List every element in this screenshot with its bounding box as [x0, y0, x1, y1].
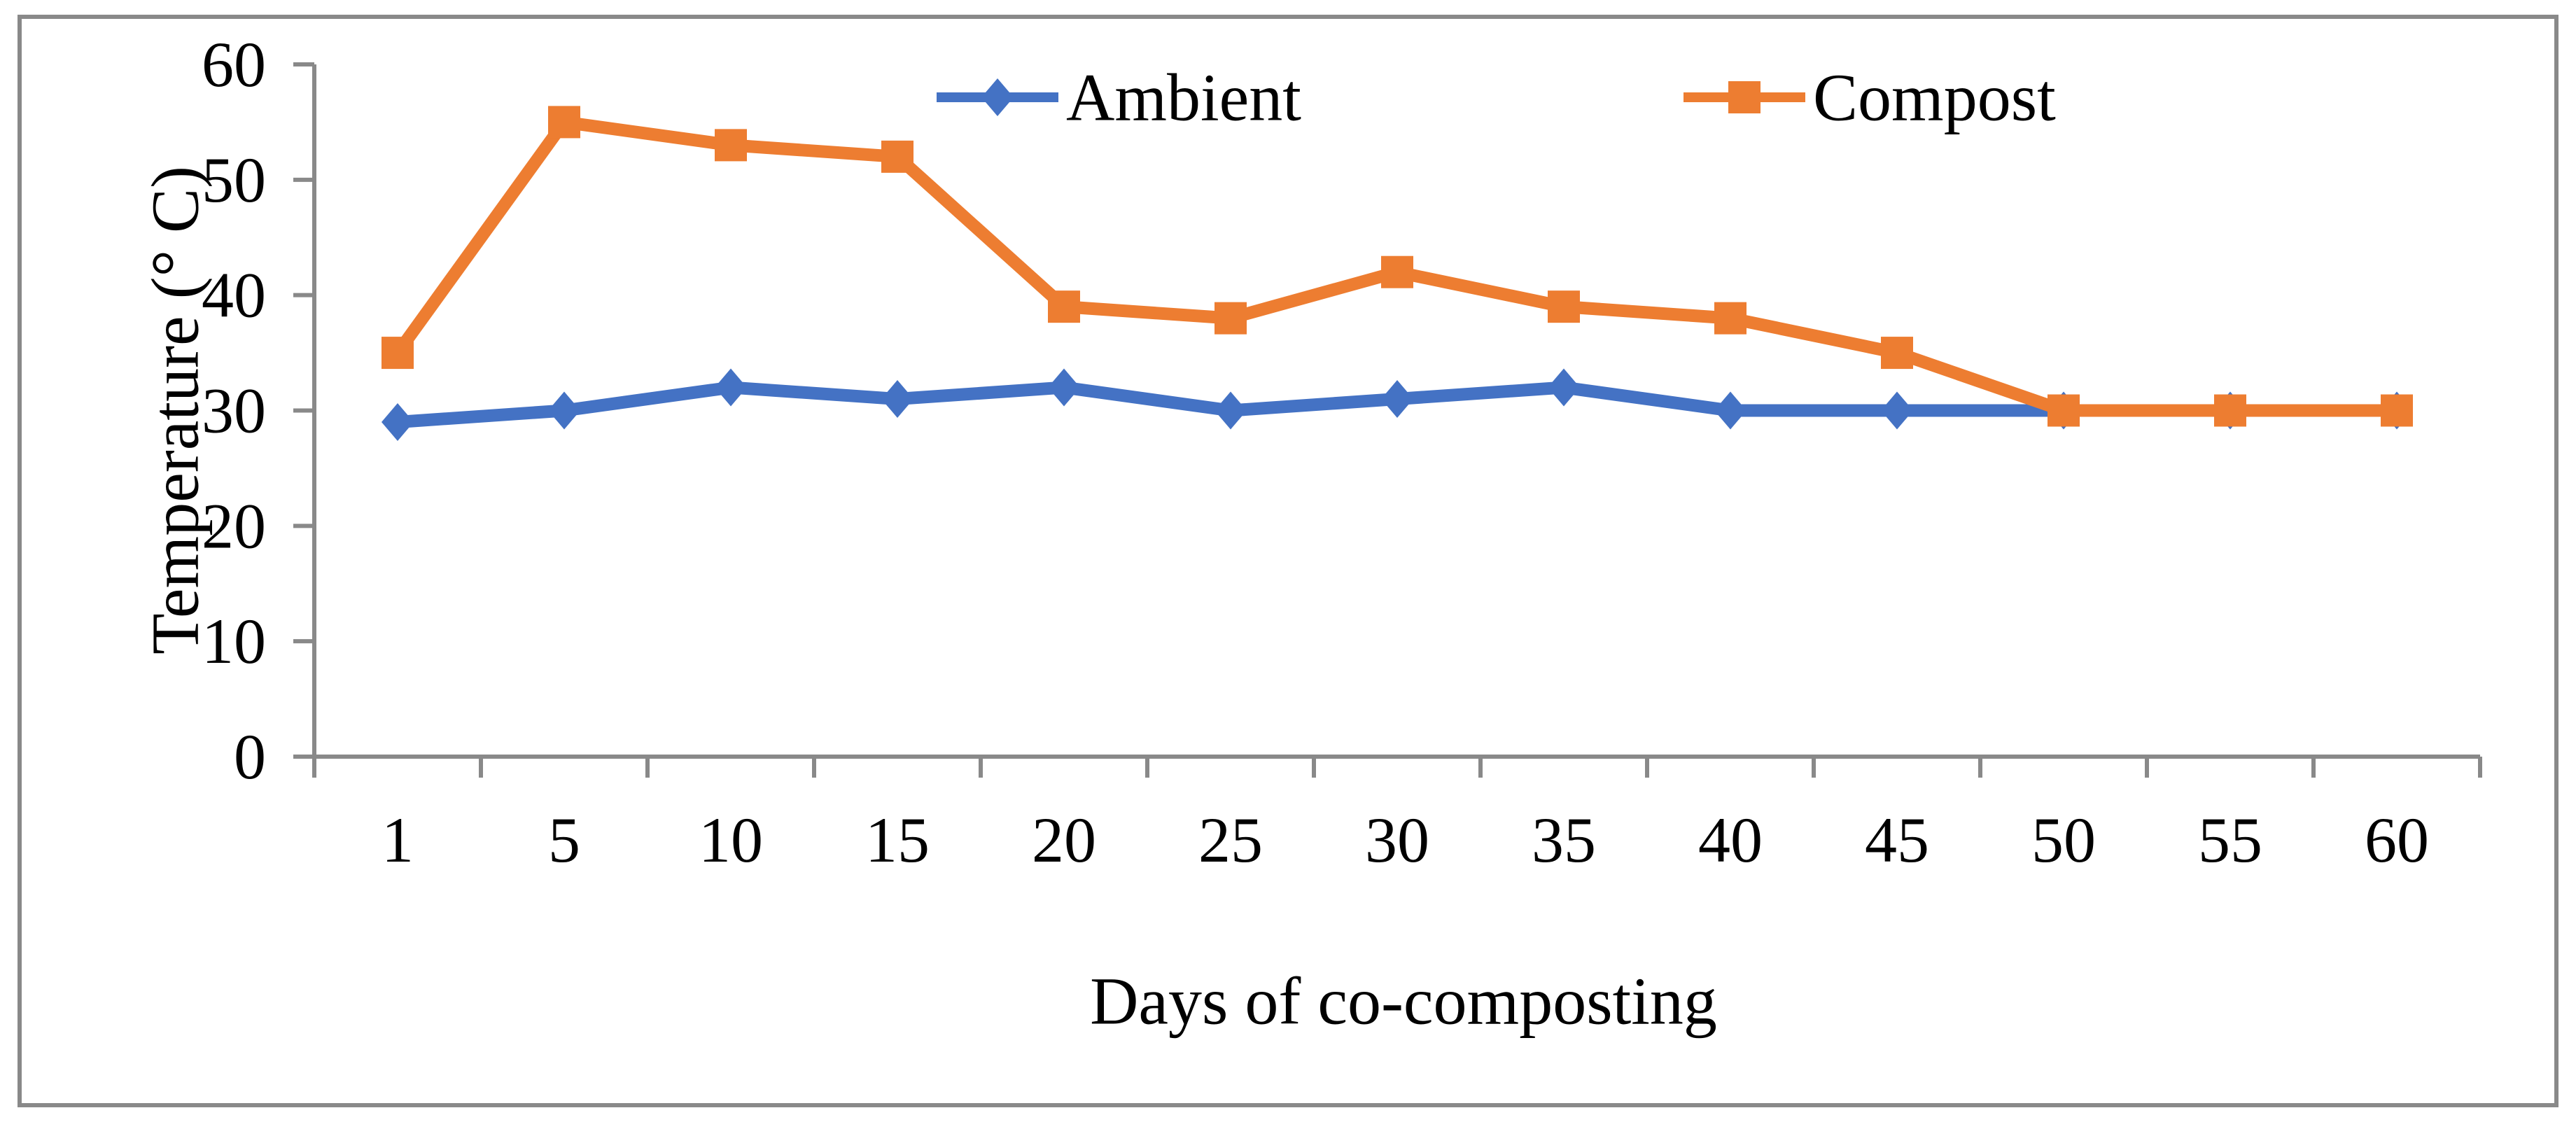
marker-diamond-ambient-day15: [881, 380, 913, 419]
x-tick-label: 25: [1198, 804, 1263, 876]
legend-item-compost: Compost: [1684, 60, 2056, 135]
y-axis-title: Temperature (° C): [138, 166, 213, 654]
x-tick-label: 1: [382, 804, 414, 876]
marker-diamond-ambient-day5: [548, 391, 580, 430]
marker-square-compost-day15: [881, 140, 913, 173]
y-tick-label: 20: [202, 490, 266, 561]
marker-square-compost-day50: [2047, 394, 2080, 427]
marker-square-compost-day1: [382, 337, 414, 370]
marker-square-compost-day55: [2214, 394, 2246, 427]
plot-series: [382, 106, 2413, 441]
marker-diamond-ambient-day20: [1048, 368, 1080, 407]
marker-square-compost-day20: [1048, 290, 1080, 323]
x-tick-label: 60: [2365, 804, 2429, 876]
marker-square-compost-day40: [1714, 302, 1746, 335]
marker-diamond-ambient-day45: [1881, 391, 1913, 430]
x-tick-label: 35: [1532, 804, 1596, 876]
x-tick-label: 15: [865, 804, 930, 876]
y-tick-label: 0: [234, 721, 266, 792]
legend-label-ambient: Ambient: [1066, 60, 1301, 135]
x-tick-label: 5: [548, 804, 580, 876]
legend-square-marker-compost: [1728, 81, 1760, 113]
x-tick-label: 40: [1698, 804, 1763, 876]
x-tick-label: 30: [1365, 804, 1429, 876]
marker-diamond-ambient-day30: [1381, 380, 1413, 419]
marker-diamond-ambient-day25: [1214, 391, 1247, 430]
y-tick-label: 40: [202, 260, 266, 331]
x-tick-label: 10: [699, 804, 763, 876]
series-compost: [382, 106, 2413, 427]
marker-diamond-ambient-day10: [715, 368, 747, 407]
x-tick-label: 55: [2198, 804, 2262, 876]
x-axis-title: Days of co-composting: [1090, 964, 1717, 1039]
y-tick-label: 10: [202, 605, 266, 677]
marker-diamond-ambient-day1: [382, 402, 414, 441]
marker-square-compost-day30: [1381, 255, 1413, 288]
marker-square-compost-day10: [715, 129, 747, 162]
x-tick-label: 20: [1032, 804, 1096, 876]
figure-border: [18, 15, 2558, 1107]
x-tick-label: 50: [2031, 804, 2096, 876]
legend-item-ambient: Ambient: [937, 60, 1301, 135]
legend-diamond-marker-ambient: [981, 78, 1014, 116]
marker-square-compost-day60: [2381, 394, 2413, 427]
marker-square-compost-day5: [548, 106, 580, 139]
marker-square-compost-day25: [1214, 302, 1247, 335]
marker-square-compost-day45: [1881, 337, 1913, 370]
x-tick-label: 45: [1865, 804, 1929, 876]
y-tick-label: 50: [202, 144, 266, 216]
y-axis-ticks: 0 10 20 30 40 50 60: [202, 29, 314, 792]
legend-label-compost: Compost: [1813, 60, 2056, 135]
legend: Ambient Compost: [937, 60, 2056, 135]
y-tick-label: 60: [202, 29, 266, 100]
y-tick-label: 30: [202, 375, 266, 447]
marker-diamond-ambient-day35: [1548, 368, 1580, 407]
marker-diamond-ambient-day40: [1714, 391, 1746, 430]
x-axis-ticks: 1 5 10 15 20 25 30 35 40 45 50 55 60: [312, 757, 2482, 876]
marker-square-compost-day35: [1548, 290, 1580, 323]
